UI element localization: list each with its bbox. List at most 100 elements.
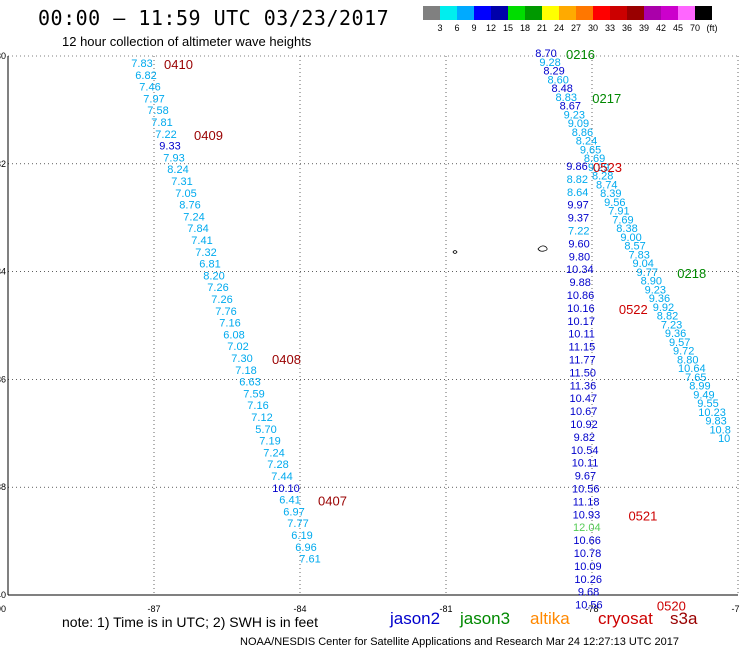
legend-swatch xyxy=(627,6,644,20)
data-label-jason3: 9.92 xyxy=(653,302,674,314)
data-label-s3a: 6.82 xyxy=(135,70,156,82)
data-label-s3a: 7.24 xyxy=(263,447,284,459)
data-label-s3a: 7.26 xyxy=(211,294,232,306)
time-label-cryosat: 0521 xyxy=(628,508,657,523)
data-label-s3a: 7.30 xyxy=(231,353,252,365)
data-label-jason3: 8.83 xyxy=(556,92,577,104)
legend-swatch xyxy=(559,6,576,20)
data-label-cryosat: 10.56 xyxy=(572,484,600,496)
legend-label: 6 xyxy=(454,23,460,33)
satellite-label-s3a: s3a xyxy=(670,609,698,628)
data-label-cryosat: 9.68 xyxy=(578,587,599,599)
data-label-jason3: 8.80 xyxy=(677,354,698,366)
data-label-s3a: 8.24 xyxy=(167,164,188,176)
legend-label: 30 xyxy=(587,23,599,33)
data-label-jason3: 9.83 xyxy=(705,416,726,428)
data-label-s3a: 7.59 xyxy=(243,388,264,400)
page-subtitle: 12 hour collection of altimeter wave hei… xyxy=(62,34,312,49)
legend-label: 45 xyxy=(672,23,684,33)
legend-swatch xyxy=(610,6,627,20)
data-label-cryosat: 7.22 xyxy=(568,226,589,238)
data-label-jason3: 9.36 xyxy=(665,328,686,340)
data-label-s3a: 9.33 xyxy=(159,141,180,153)
legend-label: 33 xyxy=(604,23,616,33)
data-label-s3a: 7.61 xyxy=(299,554,320,566)
data-label-cryosat: 9.86 xyxy=(566,161,587,173)
x-tick-label: -75 xyxy=(731,604,740,614)
satellite-label-jason3: jason3 xyxy=(460,609,511,628)
data-label-s3a: 6.19 xyxy=(291,530,312,542)
data-label-s3a: 7.32 xyxy=(195,247,216,259)
legend-swatch xyxy=(542,6,559,20)
data-label-s3a: 7.16 xyxy=(219,318,240,330)
data-label-s3a: 7.28 xyxy=(267,459,288,471)
y-tick-label: -38 xyxy=(0,482,6,492)
data-label-cryosat: 9.60 xyxy=(568,238,589,250)
data-label-s3a: 7.18 xyxy=(235,365,256,377)
data-label-jason3: 8.70 xyxy=(535,48,556,60)
data-label-cryosat: 9.67 xyxy=(575,471,596,483)
data-label-jason3: 7.65 xyxy=(685,372,706,384)
data-label-jason3: 7.83 xyxy=(628,249,649,261)
data-label-s3a: 8.20 xyxy=(203,270,224,282)
data-label-s3a: 7.58 xyxy=(147,105,168,117)
data-label-cryosat: 10.86 xyxy=(567,290,595,302)
legend-label: 15 xyxy=(502,23,514,33)
data-label-cryosat: 8.64 xyxy=(567,187,588,199)
data-label-jason3: 9.29 xyxy=(588,162,609,174)
page-title: 00:00 — 11:59 UTC 03/23/2017 xyxy=(38,6,390,30)
data-label-jason3: 7.69 xyxy=(612,214,633,226)
data-label-jason3: 9.04 xyxy=(632,258,653,270)
data-label-s3a: 7.12 xyxy=(251,412,272,424)
data-label-cryosat: 10.54 xyxy=(571,445,599,457)
data-label-cryosat: 11.50 xyxy=(569,367,596,379)
data-label-jason3: 8.28 xyxy=(592,171,613,183)
data-label-cryosat: 8.82 xyxy=(567,174,588,186)
legend-swatch xyxy=(678,6,695,20)
time-label-s3a: 0407 xyxy=(318,494,347,509)
data-label-jason3: 10.23 xyxy=(698,407,726,419)
legend-label: 18 xyxy=(519,23,531,33)
data-label-cryosat: 11.18 xyxy=(573,496,600,508)
data-label-jason3: 9.56 xyxy=(604,197,625,209)
time-label-jason3: 0216 xyxy=(566,47,595,62)
data-label-jason3: 8.69 xyxy=(584,153,605,165)
data-label-s3a: 7.84 xyxy=(187,223,208,235)
time-label-jason3: 0217 xyxy=(592,91,621,106)
footer-credit: NOAA/NESDIS Center for Satellite Applica… xyxy=(240,636,680,648)
legend-label: 42 xyxy=(655,23,667,33)
data-label-cryosat: 9.88 xyxy=(569,277,590,289)
legend-swatch xyxy=(576,6,593,20)
data-label-s3a: 7.46 xyxy=(139,82,160,94)
data-label-s3a: 7.31 xyxy=(171,176,192,188)
legend-swatch xyxy=(474,6,491,20)
corner-label: -90 xyxy=(0,604,6,614)
data-label-jason3: 9.09 xyxy=(568,118,589,130)
data-label-cryosat: 10.11 xyxy=(568,329,595,341)
data-label-jason3: 7.23 xyxy=(661,319,682,331)
satellite-label-cryosat: cryosat xyxy=(598,609,653,628)
y-tick-label: -36 xyxy=(0,374,6,384)
data-label-jason3: 9.55 xyxy=(697,398,718,410)
data-label-s3a: 6.96 xyxy=(295,542,316,554)
island-shape xyxy=(452,250,458,254)
x-tick-label: -84 xyxy=(293,604,306,614)
data-label-s3a: 8.76 xyxy=(179,200,200,212)
footer-note: note: 1) Time is in UTC; 2) SWH is in fe… xyxy=(62,614,318,630)
data-label-cryosat: 10.17 xyxy=(567,316,595,328)
data-label-jason3: 8.60 xyxy=(547,74,568,86)
data-label-s3a: 7.05 xyxy=(175,188,196,200)
data-label-jason3: 8.39 xyxy=(600,188,621,200)
data-label-s3a: 7.24 xyxy=(183,211,204,223)
legend-label: 36 xyxy=(621,23,633,33)
data-label-jason3: 9.00 xyxy=(620,232,641,244)
data-label-jason3: 9.23 xyxy=(564,109,585,121)
data-label-jason3: 8.57 xyxy=(624,241,645,253)
data-label-jason3: 9.28 xyxy=(539,57,560,69)
legend-swatch xyxy=(525,6,542,20)
satellite-label-jason2: jason2 xyxy=(390,609,441,628)
data-label-cryosat: 11.77 xyxy=(569,355,596,367)
x-tick-label: -81 xyxy=(439,604,452,614)
data-label-s3a: 6.63 xyxy=(239,377,260,389)
data-label-s3a: 7.02 xyxy=(227,341,248,353)
